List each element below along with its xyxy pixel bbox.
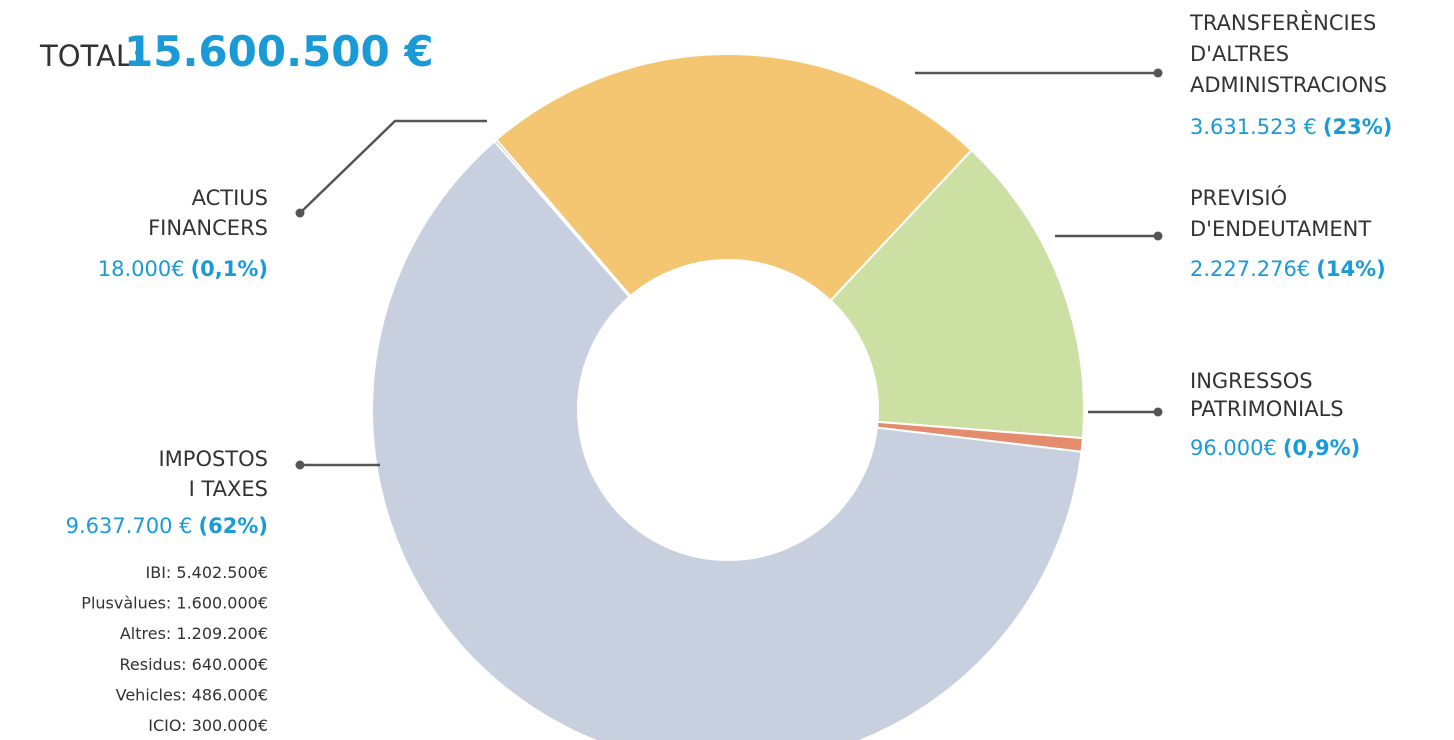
value-label: 2.227.276€ (14%) bbox=[1190, 257, 1386, 281]
leader-dot bbox=[1153, 68, 1163, 78]
value-label: 96.000€ (0,9%) bbox=[1190, 436, 1360, 460]
value-label: 9.637.700 € (62%) bbox=[66, 514, 268, 538]
label: TRANSFERÈNCIES bbox=[1189, 10, 1376, 35]
label: D'ALTRES bbox=[1190, 42, 1289, 66]
label: PATRIMONIALS bbox=[1190, 397, 1344, 421]
label: INGRESSOS bbox=[1190, 369, 1313, 393]
percent: (62%) bbox=[199, 514, 268, 538]
label: IMPOSTOS bbox=[158, 447, 268, 471]
label: I TAXES bbox=[189, 477, 268, 501]
slice bbox=[494, 53, 973, 303]
leader-dot bbox=[1153, 231, 1163, 241]
value-label: 3.631.523 € (23%) bbox=[1190, 115, 1392, 139]
leader-dot bbox=[295, 460, 305, 470]
value-label: 18.000€ (0,1%) bbox=[98, 257, 268, 281]
leader-dot bbox=[1153, 407, 1163, 417]
breakdown-item: Residus: 640.000€ bbox=[120, 655, 268, 674]
label: PREVISIÓ bbox=[1190, 185, 1287, 210]
percent: (0,1%) bbox=[191, 257, 268, 281]
value: 18.000€ bbox=[98, 257, 185, 281]
label: ACTIUS bbox=[192, 186, 268, 210]
percent: (0,9%) bbox=[1283, 436, 1360, 460]
value: 96.000€ bbox=[1190, 436, 1277, 460]
slice bbox=[829, 148, 1085, 440]
leader-line bbox=[299, 119, 487, 214]
breakdown-item: Altres: 1.209.200€ bbox=[120, 624, 268, 643]
label: ADMINISTRACIONS bbox=[1190, 73, 1387, 97]
value: 2.227.276€ bbox=[1190, 257, 1310, 281]
breakdown-item: Vehicles: 486.000€ bbox=[116, 685, 268, 704]
chart-title: TOTAL: bbox=[39, 39, 142, 73]
breakdown-item: IBI: 5.402.500€ bbox=[146, 563, 269, 582]
percent: (14%) bbox=[1316, 257, 1385, 281]
slice bbox=[371, 139, 1083, 740]
percent: (23%) bbox=[1323, 115, 1392, 139]
value: 9.637.700 € bbox=[66, 514, 193, 538]
value: 3.631.523 € bbox=[1190, 115, 1317, 139]
label: D'ENDEUTAMENT bbox=[1190, 217, 1371, 241]
label: FINANCERS bbox=[148, 216, 268, 240]
breakdown-item: ICIO: 300.000€ bbox=[148, 716, 268, 735]
leader-dot bbox=[295, 208, 305, 218]
breakdown-item: Plusvàlues: 1.600.000€ bbox=[81, 594, 268, 613]
total: 15.600.500 € bbox=[124, 27, 434, 76]
